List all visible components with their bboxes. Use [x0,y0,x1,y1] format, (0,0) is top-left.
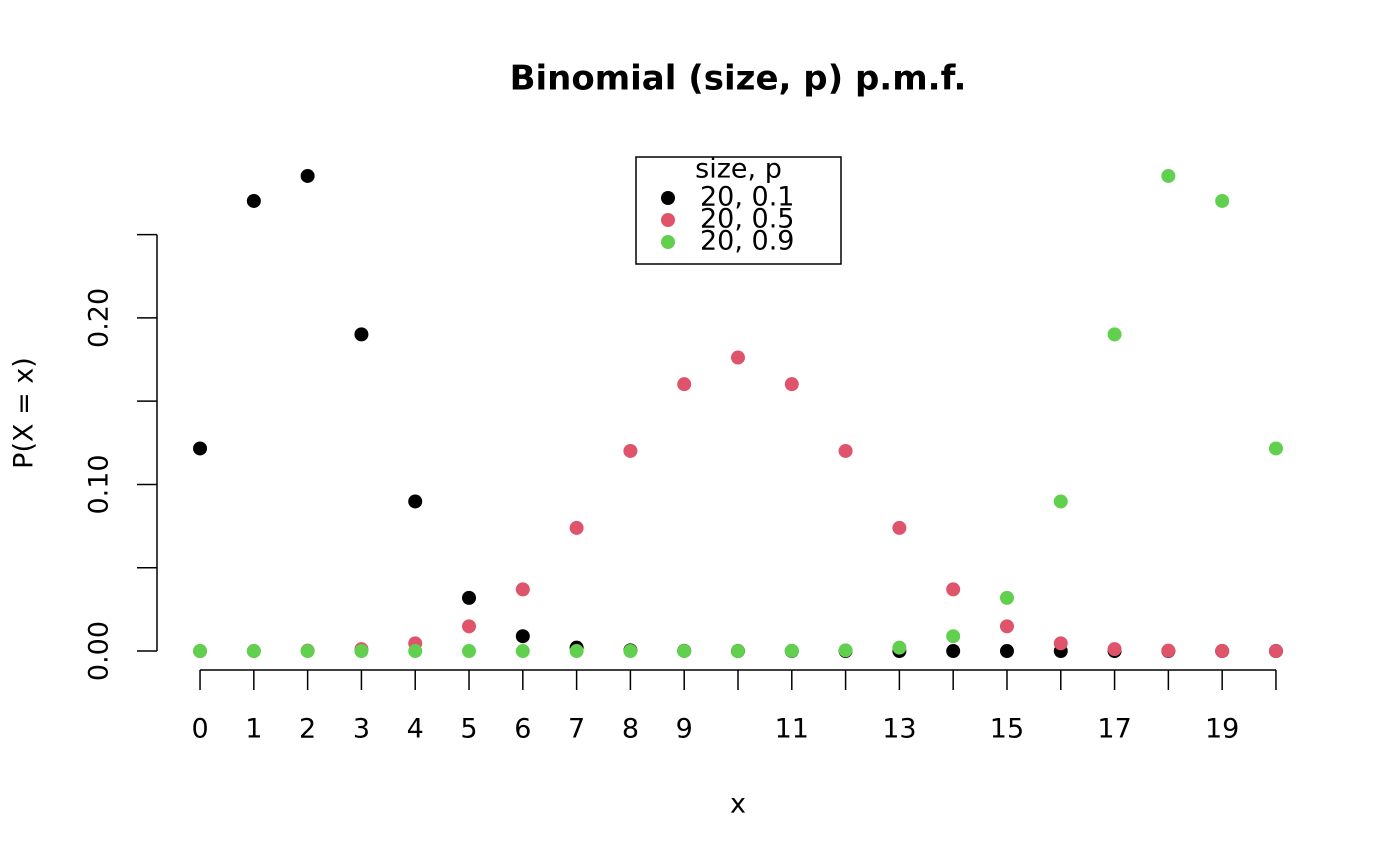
point [515,644,530,659]
point [515,629,530,644]
point [999,590,1014,605]
y-tick-label: 0.20 [84,288,115,348]
x-axis-label: x [730,789,746,820]
point [838,643,853,658]
point [838,443,853,458]
point [1053,636,1068,651]
point [1107,642,1122,657]
point [623,443,638,458]
point [408,644,423,659]
point [193,441,208,456]
point [946,644,961,659]
point [408,494,423,509]
point [462,590,477,605]
point [462,619,477,634]
point [1161,643,1176,658]
point [1268,441,1283,456]
point [354,327,369,342]
point [892,520,907,535]
legend-title: size, p [695,154,782,185]
chart-title: Binomial (size, p) p.m.f. [510,59,967,99]
point [354,644,369,659]
point [999,619,1014,634]
x-tick-label: 9 [676,714,693,745]
point [569,520,584,535]
x-tick-label: 15 [990,714,1024,745]
y-tick-label: 0.00 [84,621,115,681]
point [677,377,692,392]
x-tick-label: 4 [407,714,424,745]
legend-marker [661,191,675,205]
x-tick-label: 17 [1097,714,1131,745]
x-tick-label: 13 [882,714,916,745]
point [193,644,208,659]
y-axis-label: P(X = x) [9,357,40,469]
legend-label: 20, 0.1 [700,182,794,213]
x-tick-label: 7 [568,714,585,745]
legend-marker [661,213,675,227]
x-tick-label: 5 [460,714,477,745]
point [784,643,799,658]
legend-label: 20, 0.5 [700,204,794,235]
x-tick-label: 6 [514,714,531,745]
point [1053,494,1068,509]
x-tick-label: 0 [191,714,208,745]
point [569,644,584,659]
point [784,377,799,392]
point [300,644,315,659]
point [677,644,692,659]
x-tick-label: 2 [299,714,316,745]
point [731,350,745,365]
point [1215,644,1230,659]
x-tick-label: 19 [1205,714,1239,745]
point [946,582,961,597]
point [515,582,530,597]
x-tick-label: 1 [245,714,262,745]
point [1215,193,1230,208]
point [246,193,261,208]
point [462,644,477,659]
point [1107,327,1122,342]
point [731,644,745,659]
x-tick-label: 3 [353,714,370,745]
legend-marker [661,235,675,249]
point [946,629,961,644]
point [999,644,1014,659]
x-tick-label: 11 [775,714,809,745]
point [300,168,315,183]
point [1268,644,1283,659]
point [892,640,907,655]
x-tick-label: 8 [622,714,639,745]
y-tick-label: 0.10 [84,454,115,514]
point [246,644,261,659]
point [623,644,638,659]
legend-label: 20, 0.9 [700,226,794,257]
point [1161,168,1176,183]
